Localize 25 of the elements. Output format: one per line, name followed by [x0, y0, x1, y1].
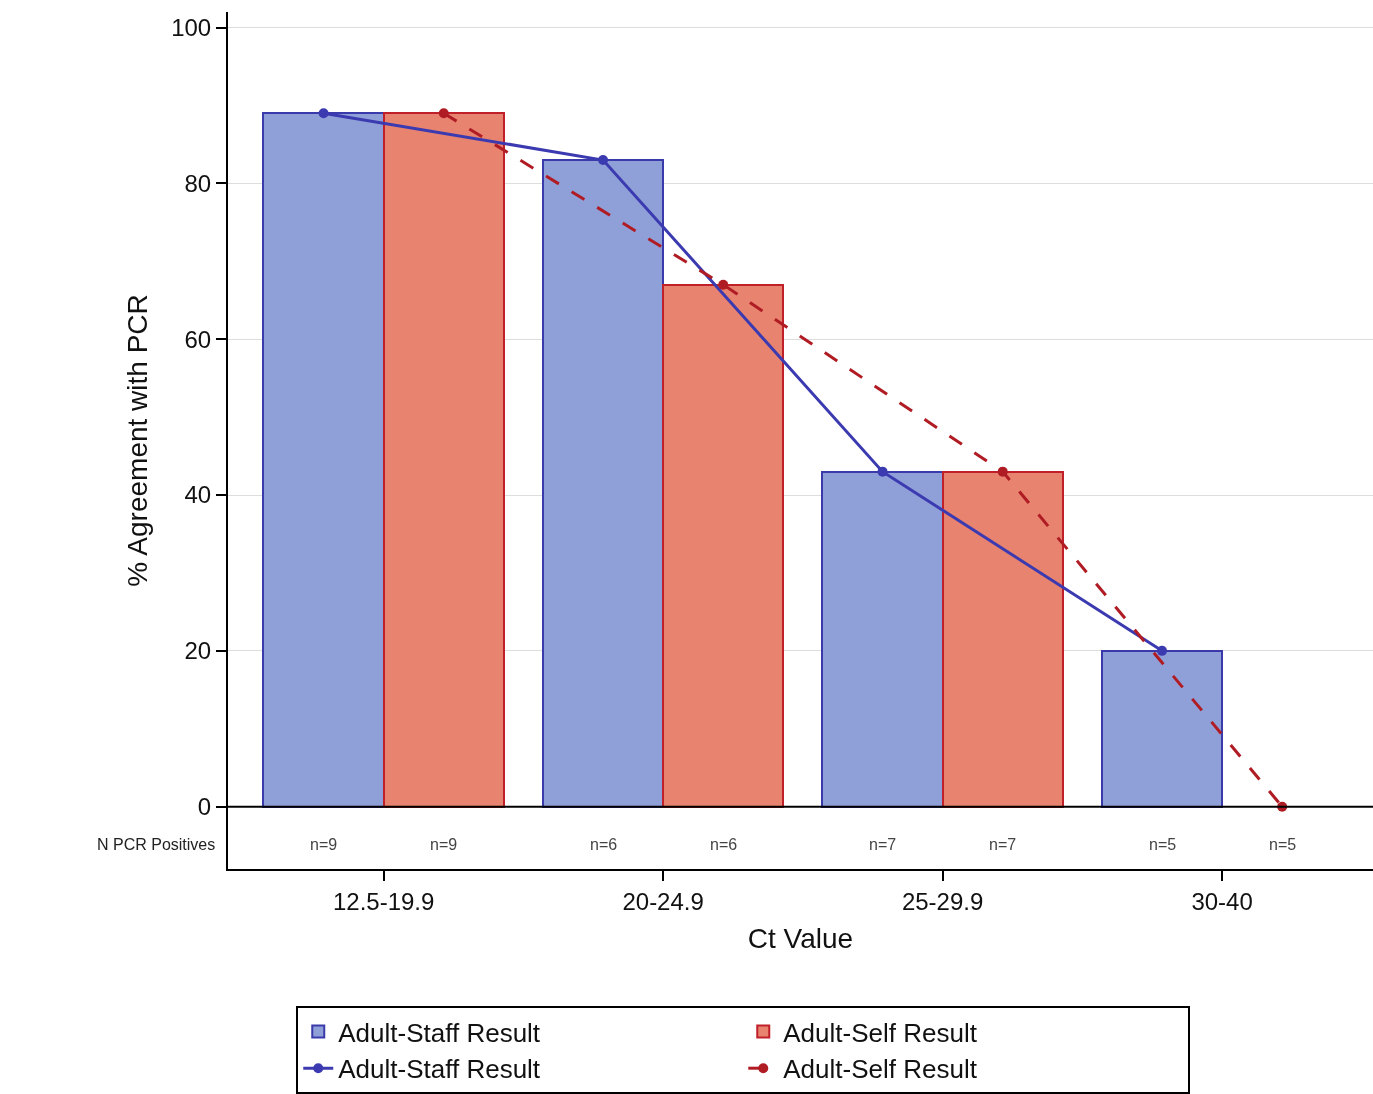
annotation: n=9: [430, 836, 458, 853]
y-tick-label: 20: [184, 637, 212, 665]
y-tick-label: 80: [184, 169, 212, 197]
y-tick-label: 60: [184, 325, 212, 353]
legend-label: Adult-Self Result: [783, 1054, 978, 1085]
annotation: n=5: [1149, 836, 1177, 853]
x-axis-title: Ct Value: [747, 923, 854, 955]
y-tick-label: 40: [184, 481, 212, 509]
annotation: n=6: [590, 836, 618, 853]
x-tick-label: 30-40: [1191, 887, 1253, 915]
y-tick-label: 0: [197, 793, 212, 821]
legend-label: Adult-Staff Result: [338, 1017, 541, 1048]
x-tick-label: 20-24.9: [622, 887, 704, 915]
y-tick-label: 100: [171, 13, 212, 41]
legend-label: Adult-Staff Result: [338, 1054, 541, 1085]
annotation: n=7: [989, 836, 1017, 853]
annotation: n=5: [1269, 836, 1297, 853]
legend-label: Adult-Self Result: [783, 1017, 978, 1048]
annotation: n=7: [869, 836, 897, 853]
text: N PCR Positives: [97, 836, 216, 853]
annotation: n=9: [310, 836, 338, 853]
y-axis-title: % Agreement with PCR: [122, 294, 154, 587]
annotation: n=6: [710, 836, 738, 853]
x-tick-label: 12.5-19.9: [332, 887, 435, 915]
x-tick-label: 25-29.9: [901, 887, 984, 915]
